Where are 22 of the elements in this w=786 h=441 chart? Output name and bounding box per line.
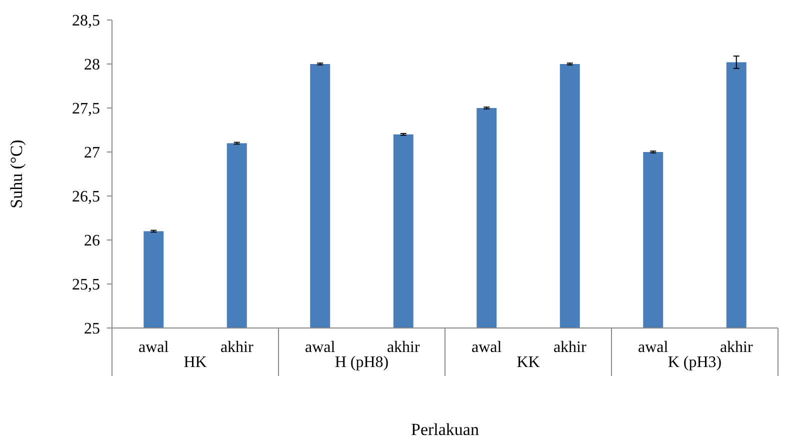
y-tick-label: 26,5 — [72, 188, 100, 206]
x-tick-label: akhir — [720, 339, 754, 356]
text: H (pH8) — [334, 354, 389, 371]
y-tick-label: 26 — [84, 232, 100, 250]
x-tick-label: awal — [472, 339, 502, 356]
y-tick-label: 25 — [84, 320, 100, 338]
x-tick-label: akhir — [220, 339, 254, 356]
y-tick-label: 28 — [84, 56, 100, 74]
x-tick-label: akhir — [386, 339, 420, 356]
x-tick-label: awal — [638, 339, 669, 356]
x-tick-label: awal — [138, 339, 170, 356]
text: K (pH3) — [668, 354, 722, 371]
y-tick-label: 27 — [84, 144, 100, 162]
y-axis-title: Suhu (°C) — [7, 140, 26, 208]
x-tick-label: awal — [305, 339, 336, 356]
text: HK — [184, 354, 208, 371]
text: KK — [516, 354, 540, 371]
x-tick-label: akhir — [553, 339, 587, 356]
y-tick-label: 28,5 — [72, 12, 100, 30]
y-tick-label: 25,5 — [72, 276, 100, 294]
y-tick-label: 27,5 — [72, 100, 100, 118]
x-axis-title: Perlakuan — [411, 420, 480, 439]
